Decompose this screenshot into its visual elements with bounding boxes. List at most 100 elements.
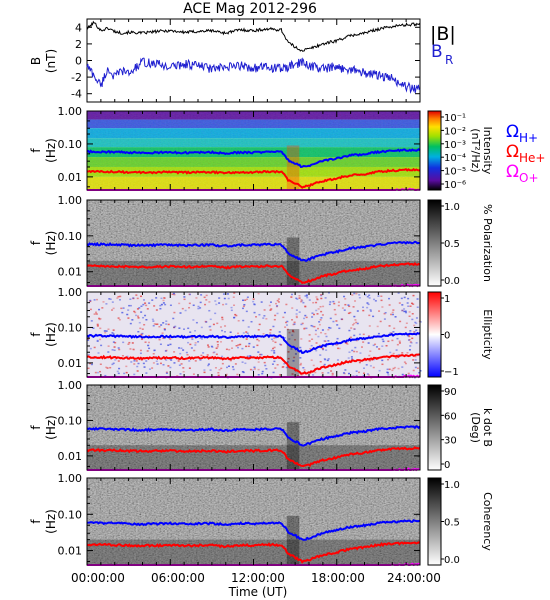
spectrogram-pixel (412, 369, 415, 372)
spectrogram-pixel (180, 363, 183, 365)
colorbar-tick-label: 90 (444, 387, 457, 398)
spectrogram-pixel (151, 367, 154, 369)
spectrogram-pixel (312, 313, 315, 316)
spectrogram-pixel (162, 302, 165, 304)
spectrogram-pixel (141, 332, 144, 335)
spectrogram-pixel (317, 335, 320, 338)
spectrogram-pixel (366, 302, 369, 304)
spectrogram-pixel (260, 353, 263, 356)
spectrogram-pixel (98, 308, 101, 311)
spectrogram-pixel (283, 337, 286, 339)
spectrogram-pixel (250, 320, 253, 323)
spectrogram-pixel (131, 342, 134, 344)
spectrogram-pixel (337, 347, 340, 350)
spectrogram-pixel (338, 347, 341, 350)
spectrogram-pixel (194, 360, 197, 362)
spectrogram-pixel (117, 360, 120, 362)
spectrogram-pixel (276, 305, 279, 307)
spectrogram-pixel (194, 330, 197, 332)
y-tick-label: 0.01 (58, 450, 83, 463)
gyrofrequency-line-Hplus (86, 425, 421, 447)
spectrogram-pixel (335, 344, 338, 346)
spectrogram-pixel (104, 374, 107, 377)
spectrogram-pixel (114, 374, 117, 377)
x-axis-label: Time (UT) (228, 585, 288, 599)
spectrogram-pixel (182, 349, 185, 351)
spectrogram-pixel (320, 297, 323, 300)
spectrogram-pixel (173, 326, 176, 329)
spectrogram-pixel (89, 299, 92, 302)
spectrogram-pixel (220, 367, 223, 370)
spectrogram-pixel (324, 332, 327, 335)
spectrogram-pixel (330, 370, 333, 372)
spectrogram-pixel (328, 326, 331, 329)
spectrogram-pixel (353, 292, 356, 295)
spectrogram-pixel (351, 358, 354, 360)
spectrogram-pixel (401, 366, 404, 368)
spectrogram-pixel (118, 299, 121, 301)
spectrogram-pixel (323, 340, 326, 342)
spectrogram-pixel (132, 297, 135, 299)
spectrogram-pixel (292, 360, 295, 362)
y-tick-label: 0.10 (58, 138, 83, 151)
spectrogram-pixel (347, 357, 350, 359)
spectrogram-pixel (173, 293, 176, 296)
spectrogram-pixel (137, 362, 140, 365)
spectrogram-pixel (324, 340, 327, 343)
spectrogram-pixel (316, 298, 319, 301)
spectrogram-pixel (163, 328, 166, 330)
spectrogram-pixel (411, 318, 414, 321)
y-tick-label: 0.10 (58, 508, 83, 521)
spectrogram-pixel (277, 301, 280, 303)
spectrogram-pixel (242, 332, 245, 334)
spectrogram-pixel (398, 302, 401, 304)
spectrogram-pixel (105, 366, 108, 369)
spectrogram-pixel (117, 347, 120, 349)
spectrogram-pixel (388, 325, 391, 327)
spectrogram-pixel (347, 304, 350, 306)
colorbar-tick-label: 0 (444, 460, 450, 471)
spectrogram-pixel (308, 299, 311, 301)
spectrogram-pixel (162, 322, 165, 324)
spectrogram-pixel (287, 351, 290, 353)
spectrogram-pixel (158, 338, 161, 341)
spectrogram-pixel (272, 340, 275, 342)
spectrogram-pixel (274, 314, 277, 317)
spectrogram-pixel (160, 303, 163, 306)
spectrogram-pixel (171, 293, 174, 296)
legend-b-total: |B| (430, 23, 456, 45)
colorbar (427, 110, 442, 191)
spectrogram-pixel (127, 309, 130, 311)
spectrogram-pixel (273, 346, 276, 349)
spectrogram-pixel (213, 351, 216, 353)
spectrogram-pixel (97, 352, 100, 354)
spectrogram-pixel (392, 309, 395, 311)
spectrogram-texture (87, 385, 420, 470)
spectrogram-pixel (152, 353, 155, 355)
spectrogram-pixel (209, 369, 212, 371)
spectrogram-pixel (332, 320, 335, 323)
legend-b-radial: B (431, 42, 443, 62)
spectrogram-pixel (353, 350, 356, 353)
spectrogram-panel-polarization: 1.00 0.10 0.01 f (Hz) 1.0 0.5 0.0 % Polarization (29, 194, 494, 288)
spectrogram-pixel (322, 348, 325, 351)
spectrogram-pixel (165, 371, 168, 373)
spectrogram-pixel (354, 300, 357, 302)
spectrogram-pixel (403, 296, 406, 299)
b-radial-line (86, 57, 421, 94)
spectrogram-pixel (199, 337, 202, 339)
spectrogram-pixel (333, 302, 336, 305)
spectrogram-pixel (203, 296, 206, 299)
spectrogram-pixel (257, 368, 260, 371)
spectrogram-pixel (99, 338, 102, 341)
spectrogram-pixel (129, 298, 132, 300)
spectrogram-pixel (139, 349, 142, 352)
spectrogram-pixel (321, 347, 324, 350)
spectrogram-pixel (374, 300, 377, 302)
spectrogram-pixel (404, 310, 407, 313)
colorbar-tick-label: 10⁻¹ (444, 113, 466, 124)
gyrofrequency-line-Heplus (86, 541, 421, 564)
colorbar (427, 199, 442, 287)
spectrogram-pixel (159, 362, 162, 365)
spectrogram-pixel (199, 359, 202, 361)
